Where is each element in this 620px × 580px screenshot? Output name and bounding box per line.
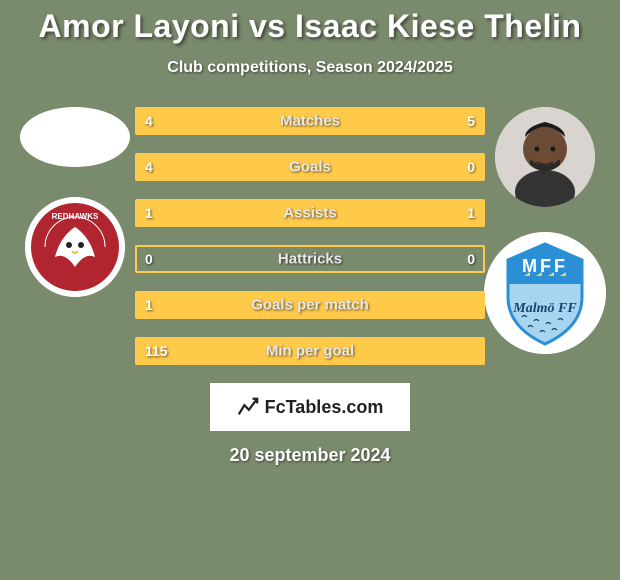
bar-right-value: 1 <box>467 205 475 221</box>
bar-left-value: 115 <box>145 343 168 359</box>
bar-label: Assists <box>283 205 336 222</box>
svg-text:Malmö FF: Malmö FF <box>512 301 577 316</box>
date-text: 20 september 2024 <box>10 445 610 466</box>
right-avatar-placeholder-icon <box>495 107 595 207</box>
bar-label: Goals <box>289 159 331 176</box>
subtitle: Club competitions, Season 2024/2025 <box>10 59 610 77</box>
stat-bar-row: 1 Goals per match <box>135 291 485 319</box>
stats-bars-column: 4 5 Matches 4 0 Goals 1 1 Assists 0 0 Hattricks 1 Goa… <box>135 107 485 365</box>
stat-bar-row: 1 1 Assists <box>135 199 485 227</box>
main-row: REDHAWKS 4 5 Matches 4 0 Goals 1 1 Assists 0 0 Hatt… <box>10 107 610 365</box>
right-club-logo: MFF Malmö FF <box>484 232 606 354</box>
malmoff-logo-icon: MFF Malmö FF <box>484 232 606 354</box>
chart-icon <box>237 396 259 418</box>
bar-left-value: 1 <box>145 297 153 313</box>
stat-bar-row: 0 0 Hattricks <box>135 245 485 273</box>
right-player-column: MFF Malmö FF <box>485 107 605 354</box>
left-avatar-placeholder-icon <box>20 107 130 167</box>
stat-bar-row: 4 5 Matches <box>135 107 485 135</box>
bar-label: Hattricks <box>278 251 342 268</box>
branding-badge: FcTables.com <box>210 383 410 431</box>
left-club-logo: REDHAWKS <box>25 197 125 297</box>
bar-label: Goals per match <box>251 297 369 314</box>
bar-label: Matches <box>280 113 340 130</box>
bar-fill-left <box>137 109 291 133</box>
bar-right-value: 5 <box>467 113 475 129</box>
bar-label: Min per goal <box>266 343 354 360</box>
bar-left-value: 1 <box>145 205 153 221</box>
main-title: Amor Layoni vs Isaac Kiese Thelin <box>10 0 610 45</box>
svg-text:REDHAWKS: REDHAWKS <box>52 212 99 221</box>
bar-left-value: 0 <box>145 251 153 267</box>
stat-bar-row: 115 Min per goal <box>135 337 485 365</box>
left-player-avatar <box>20 107 130 167</box>
bar-right-value: 0 <box>467 159 475 175</box>
right-player-avatar <box>495 107 595 207</box>
redhawks-logo-icon: REDHAWKS <box>25 197 125 297</box>
comparison-infographic: Amor Layoni vs Isaac Kiese Thelin Club c… <box>0 0 620 580</box>
stat-bar-row: 4 0 Goals <box>135 153 485 181</box>
branding-text: FcTables.com <box>265 397 384 418</box>
left-player-column: REDHAWKS <box>15 107 135 297</box>
bar-right-value: 0 <box>467 251 475 267</box>
bar-left-value: 4 <box>145 113 153 129</box>
bar-left-value: 4 <box>145 159 153 175</box>
